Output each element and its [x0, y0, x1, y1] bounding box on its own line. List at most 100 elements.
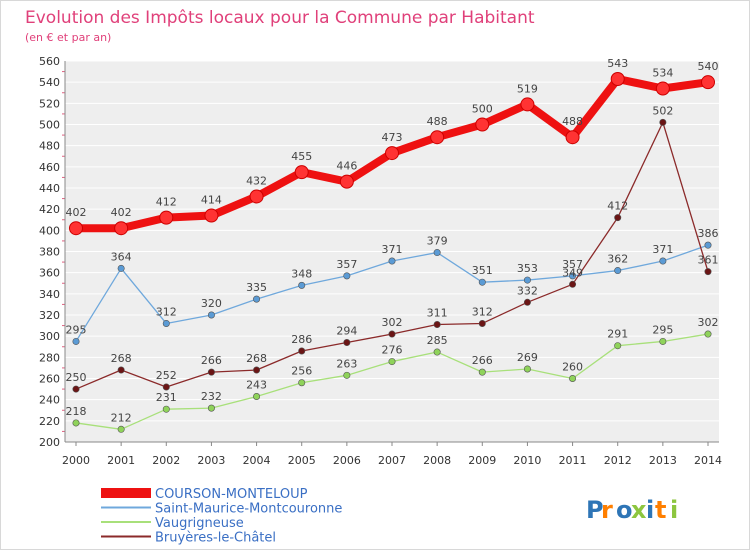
y-tick-label: 200 [39, 436, 60, 449]
data-point [253, 392, 261, 400]
data-point [117, 366, 125, 374]
data-label: 543 [607, 57, 628, 70]
y-tick-label: 420 [39, 203, 60, 216]
data-label: 311 [427, 307, 448, 320]
data-point [478, 278, 486, 286]
data-point [207, 404, 215, 412]
x-tick-label: 2012 [604, 454, 632, 467]
data-point [298, 281, 306, 289]
data-label: 268 [111, 352, 132, 365]
data-label: 534 [652, 67, 673, 80]
data-point [478, 368, 486, 376]
y-tick-label: 220 [39, 415, 60, 428]
data-point [478, 319, 486, 327]
data-point [343, 272, 351, 280]
data-label: 312 [156, 305, 177, 318]
data-label: 402 [66, 206, 87, 219]
data-label: 371 [382, 243, 403, 256]
data-label: 540 [698, 60, 719, 73]
y-tick-label: 320 [39, 309, 60, 322]
data-label: 302 [698, 316, 719, 329]
data-label: 500 [472, 103, 493, 116]
data-label: 414 [201, 194, 222, 207]
data-label: 362 [607, 253, 628, 266]
data-label: 266 [472, 354, 493, 367]
x-tick-label: 2001 [107, 454, 135, 467]
chart-title: Evolution des Impôts locaux pour la Comm… [25, 8, 535, 28]
logo-letter: t [655, 496, 666, 524]
legend-label: Vaugrigneuse [155, 516, 244, 531]
logo-letter: x [631, 496, 647, 524]
data-label: 291 [607, 328, 628, 341]
logo-letter: r [601, 496, 613, 524]
data-point [614, 214, 622, 222]
y-tick-label: 560 [39, 55, 60, 68]
data-point [343, 371, 351, 379]
data-point [569, 374, 577, 382]
data-label: 432 [246, 174, 267, 187]
legend-label: COURSON-MONTELOUP [155, 487, 308, 502]
series-2: 218 212 231 232 243 256 263 276 285 266 269 260 291 2… [66, 316, 719, 433]
x-tick-label: 2010 [513, 454, 541, 467]
y-tick-label: 260 [39, 373, 60, 386]
data-point [388, 358, 396, 366]
x-tick-label: 2011 [559, 454, 587, 467]
data-label: 276 [382, 344, 403, 357]
data-label: 357 [336, 258, 357, 271]
data-point [294, 165, 309, 180]
data-label: 473 [382, 131, 403, 144]
x-tick-label: 2004 [243, 454, 271, 467]
y-tick-label: 500 [39, 119, 60, 132]
data-point [253, 295, 261, 303]
data-point [162, 383, 170, 391]
data-point [204, 208, 219, 223]
y-tick-label: 460 [39, 161, 60, 174]
data-label: 302 [382, 316, 403, 329]
data-label: 269 [517, 351, 538, 364]
data-label: 295 [652, 323, 673, 336]
data-label: 446 [336, 160, 357, 173]
y-tick-label: 240 [39, 394, 60, 407]
x-tick-label: 2007 [378, 454, 406, 467]
data-label: 266 [201, 354, 222, 367]
y-tick-label: 380 [39, 246, 60, 259]
data-point [659, 118, 667, 126]
legend-swatch [101, 535, 151, 538]
data-label: 488 [427, 115, 448, 128]
data-label: 519 [517, 82, 538, 95]
logo-letter: o [616, 496, 633, 524]
data-point [298, 379, 306, 387]
data-label: 243 [246, 378, 267, 391]
data-label: 412 [607, 200, 628, 213]
data-label: 332 [517, 284, 538, 297]
data-point [569, 272, 577, 280]
y-tick-label: 440 [39, 182, 60, 195]
series-3: 250 268 252 266 268 286 294 302 311 312 332 349 412 5… [66, 104, 719, 393]
x-axis-ticks: 2000 2001 2002 2003 2004 2005 2006 2007 2008 2009… [62, 442, 722, 467]
data-label: 335 [246, 281, 267, 294]
data-label: 256 [291, 365, 312, 378]
data-point [388, 257, 396, 265]
data-label: 364 [111, 250, 132, 263]
data-point [520, 97, 535, 112]
data-point [704, 241, 712, 249]
data-point [569, 280, 577, 288]
data-label: 402 [111, 206, 132, 219]
data-label: 250 [66, 371, 87, 384]
data-label: 348 [291, 267, 312, 280]
x-tick-label: 2009 [468, 454, 496, 467]
legend: COURSON-MONTELOUPSaint-Maurice-Montcouro… [101, 487, 342, 546]
x-tick-label: 2000 [62, 454, 90, 467]
data-label: 502 [652, 104, 673, 117]
data-point [523, 298, 531, 306]
data-label: 353 [517, 262, 538, 275]
data-point [72, 419, 80, 427]
data-label: 212 [111, 411, 132, 424]
data-label: 218 [66, 405, 87, 418]
data-point [523, 365, 531, 373]
data-point [610, 71, 625, 86]
y-tick-label: 400 [39, 224, 60, 237]
data-label: 263 [336, 357, 357, 370]
data-label: 455 [291, 150, 312, 163]
